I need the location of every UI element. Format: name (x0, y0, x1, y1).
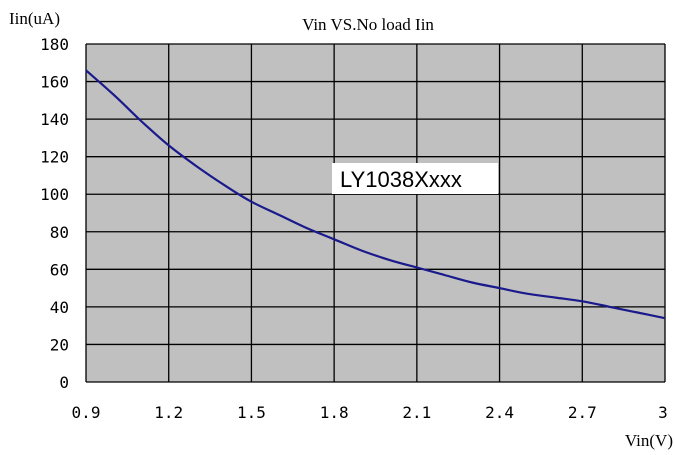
chart-title: Vin VS.No load Iin (302, 15, 434, 34)
x-tick-label: 3 (658, 403, 668, 422)
y-tick-label: 60 (50, 260, 69, 279)
y-tick-label: 120 (40, 148, 69, 167)
y-tick-label: 40 (50, 298, 69, 317)
y-axis-label: Iin(uA) (9, 9, 60, 28)
y-tick-label: 80 (50, 223, 69, 242)
x-tick-label: 1.5 (237, 403, 266, 422)
plot-area (86, 44, 665, 382)
y-axis-tick-labels: 0 20 40 60 80 100 120 140 160 180 (40, 35, 69, 392)
y-tick-label: 0 (59, 373, 69, 392)
grid-lines (85, 43, 666, 383)
y-tick-label: 160 (40, 73, 69, 92)
annotation-label: LY1038Xxxx (340, 167, 462, 192)
x-tick-label: 1.2 (154, 403, 183, 422)
y-tick-label: 140 (40, 110, 69, 129)
y-tick-label: 180 (40, 35, 69, 54)
x-axis-label: Vin(V) (625, 431, 673, 450)
x-tick-label: 2.4 (485, 403, 514, 422)
y-tick-label: 100 (40, 185, 69, 204)
x-tick-label: 0.9 (72, 403, 101, 422)
x-tick-label: 1.8 (320, 403, 349, 422)
x-axis-tick-labels: 0.9 1.2 1.5 1.8 2.1 2.4 2.7 3 (72, 403, 668, 422)
x-tick-label: 2.1 (402, 403, 431, 422)
series-line (85, 69, 666, 320)
x-tick-label: 2.7 (568, 403, 597, 422)
y-tick-label: 20 (50, 335, 69, 354)
annotation-box (332, 163, 498, 194)
